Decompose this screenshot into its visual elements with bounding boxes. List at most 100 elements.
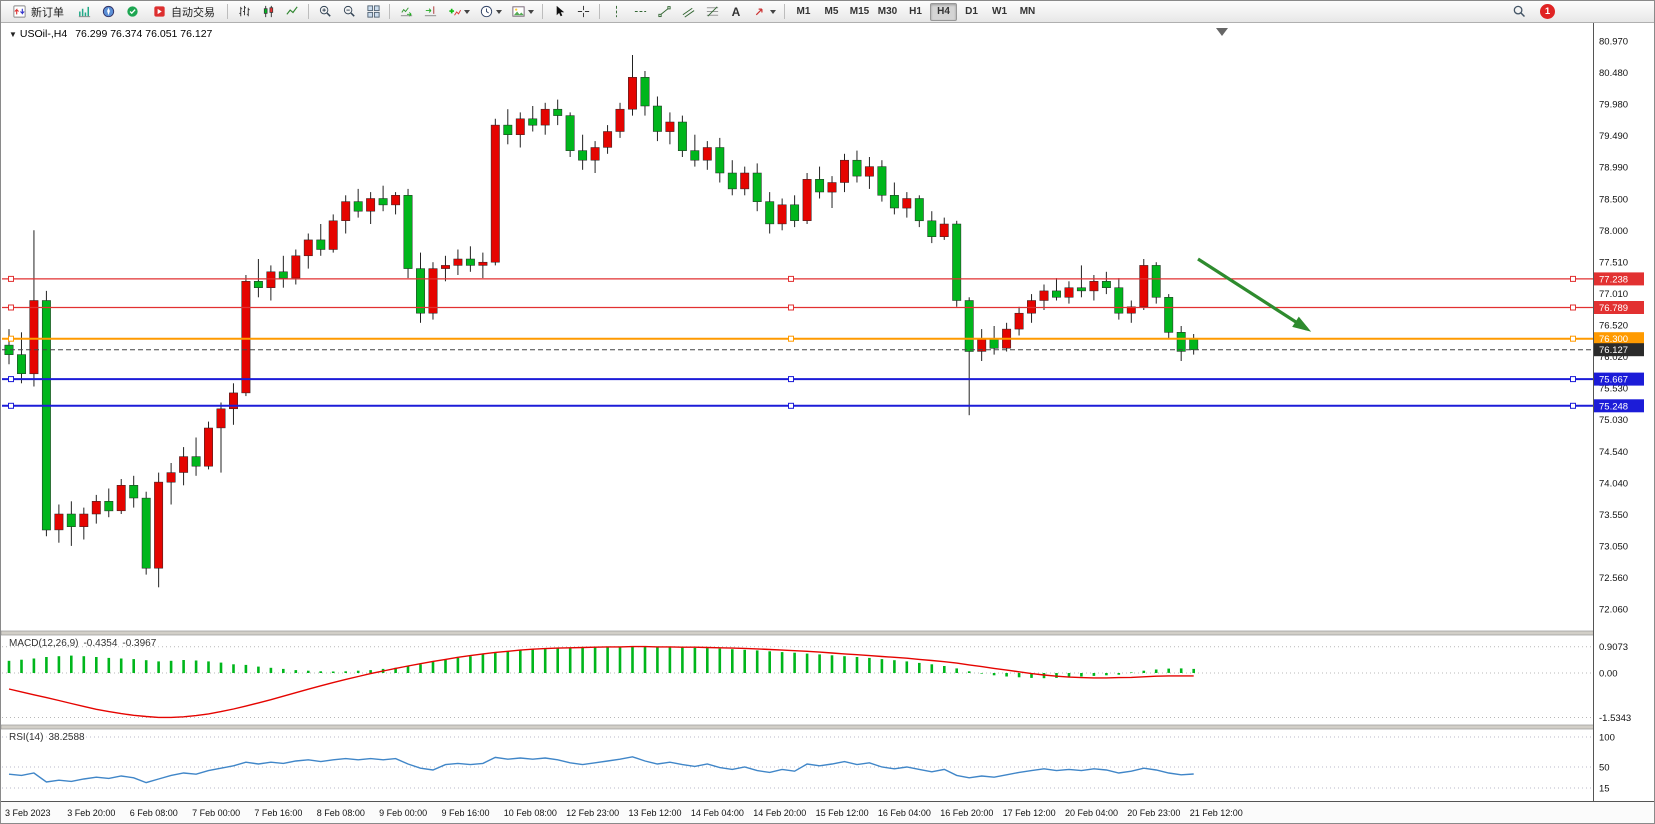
navigator-button[interactable]: [97, 2, 119, 22]
timeframe-m5-button[interactable]: M5: [818, 3, 845, 21]
svg-text:72.060: 72.060: [1599, 605, 1628, 616]
new-order-button[interactable]: 新订单: [5, 2, 71, 22]
timeframe-mn-button[interactable]: MN: [1014, 3, 1041, 21]
candlestick-chart-button[interactable]: [257, 2, 279, 22]
indicators-button[interactable]: [443, 2, 473, 22]
timeframe-d1-button[interactable]: D1: [958, 3, 985, 21]
line-chart-button[interactable]: [281, 2, 303, 22]
time-axis[interactable]: 3 Feb 2023 3 Feb 20:00 6 Feb 08:00 7 Feb 00…: [1, 801, 1655, 824]
svg-text:79.980: 79.980: [1599, 100, 1628, 111]
svg-text:8 Feb 08:00: 8 Feb 08:00: [317, 808, 365, 818]
svg-text:78.000: 78.000: [1599, 226, 1628, 237]
vertical-line-icon: [615, 5, 617, 18]
svg-text:72.560: 72.560: [1599, 573, 1628, 584]
horizontal-lines-layer[interactable]: [2, 275, 1593, 409]
new-order-icon: [13, 5, 26, 18]
new-order-label: 新订单: [31, 6, 64, 19]
autotrading-button[interactable]: 自动交易: [145, 2, 222, 22]
timeframe-m30-button[interactable]: M30: [874, 3, 901, 21]
navigator-icon: [102, 5, 114, 18]
svg-text:0.00: 0.00: [1599, 669, 1618, 680]
svg-text:78.990: 78.990: [1599, 163, 1628, 174]
autotrading-icon: [154, 6, 165, 17]
svg-text:76.789: 76.789: [1599, 303, 1628, 314]
main-toolbar: 新订单 自动交易: [1, 1, 1654, 23]
price-level-badge: 77.238: [1594, 272, 1644, 286]
arrows-tool-button[interactable]: [749, 2, 779, 22]
toolbar-separator: [389, 4, 390, 19]
bar-chart-button[interactable]: [233, 2, 255, 22]
timeframe-h4-button[interactable]: H4: [930, 2, 957, 21]
price-axis[interactable]: 80.970 80.480 79.980 79.490 78.990 78.500 78.0…: [1593, 23, 1655, 801]
svg-text:77.010: 77.010: [1599, 289, 1628, 300]
fibonacci-tool-button[interactable]: [701, 2, 723, 22]
toolbar-separator: [308, 4, 309, 19]
market-watch-icon: [78, 6, 90, 18]
search-button[interactable]: [1508, 2, 1530, 22]
price-level-badge: 76.789: [1594, 301, 1644, 314]
chevron-down-icon: [527, 9, 534, 14]
cursor-button[interactable]: [548, 2, 570, 22]
panel-divider[interactable]: [1, 630, 1655, 730]
auto-scroll-button[interactable]: [395, 2, 417, 22]
svg-text:80.970: 80.970: [1599, 37, 1628, 48]
periods-button[interactable]: [475, 2, 505, 22]
macd-panel[interactable]: [2, 645, 1593, 719]
trendline-tool-button[interactable]: [653, 2, 675, 22]
notification-badge[interactable]: 1: [1540, 4, 1555, 19]
svg-text:7 Feb 00:00: 7 Feb 00:00: [192, 808, 240, 818]
terminal-icon: [126, 6, 138, 17]
templates-button[interactable]: [507, 2, 537, 22]
market-watch-button[interactable]: [73, 2, 95, 22]
svg-text:74.540: 74.540: [1599, 447, 1628, 458]
timeframe-w1-button[interactable]: W1: [986, 3, 1013, 21]
svg-text:16 Feb 04:00: 16 Feb 04:00: [878, 808, 931, 818]
svg-text:10 Feb 08:00: 10 Feb 08:00: [504, 808, 557, 818]
svg-text:3 Feb 20:00: 3 Feb 20:00: [67, 808, 115, 818]
svg-text:16 Feb 20:00: 16 Feb 20:00: [940, 808, 993, 818]
svg-text:21 Feb 12:00: 21 Feb 12:00: [1190, 808, 1243, 818]
bar-chart-icon: [238, 5, 250, 17]
zoom-in-button[interactable]: [314, 2, 336, 22]
channel-tool-button[interactable]: [677, 2, 699, 22]
tile-windows-icon: [366, 5, 380, 18]
svg-text:14 Feb 20:00: 14 Feb 20:00: [753, 808, 806, 818]
chart-shift-button[interactable]: [419, 2, 441, 22]
horizontal-line-tool-button[interactable]: [629, 2, 651, 22]
svg-text:74.040: 74.040: [1599, 478, 1628, 489]
toolbar-right-group: 1: [1508, 2, 1555, 22]
crosshair-icon: [577, 5, 589, 18]
svg-text:75.248: 75.248: [1599, 401, 1628, 412]
svg-text:6 Feb 08:00: 6 Feb 08:00: [130, 808, 178, 818]
vertical-line-tool-button[interactable]: [605, 2, 627, 22]
timeframe-m15-button[interactable]: M15: [846, 3, 873, 21]
rsi-panel[interactable]: [2, 736, 1593, 789]
svg-text:17 Feb 12:00: 17 Feb 12:00: [1003, 808, 1056, 818]
svg-text:9 Feb 16:00: 9 Feb 16:00: [442, 808, 490, 818]
template-image-icon: [511, 6, 525, 17]
arrow-shape-icon: [755, 8, 763, 16]
timeframe-m1-button[interactable]: M1: [790, 3, 817, 21]
chart-canvas[interactable]: 80.970 80.480 79.980 79.490 78.990 78.500 78.0…: [1, 23, 1655, 824]
tile-windows-button[interactable]: [362, 2, 384, 22]
svg-text:78.500: 78.500: [1599, 194, 1628, 205]
toolbar-separator: [542, 4, 543, 19]
svg-text:7 Feb 16:00: 7 Feb 16:00: [254, 808, 302, 818]
svg-text:76.520: 76.520: [1599, 321, 1628, 332]
zoom-out-button[interactable]: [338, 2, 360, 22]
svg-text:77.238: 77.238: [1599, 274, 1628, 285]
chart-shift-icon: [424, 6, 436, 17]
timeframe-h1-button[interactable]: H1: [902, 3, 929, 21]
text-tool-button[interactable]: A: [731, 4, 741, 19]
chart-background[interactable]: [1, 23, 1655, 824]
terminal-button[interactable]: [121, 2, 143, 22]
svg-text:75.530: 75.530: [1599, 384, 1628, 395]
svg-text:9 Feb 00:00: 9 Feb 00:00: [379, 808, 427, 818]
crosshair-button[interactable]: [572, 2, 594, 22]
chevron-down-icon: [769, 9, 776, 14]
price-level-badge: 75.248: [1594, 399, 1644, 413]
svg-text:0.9073: 0.9073: [1599, 642, 1628, 653]
trend-arrow-object[interactable]: [1197, 257, 1312, 332]
svg-text:15: 15: [1599, 784, 1610, 795]
toolbar-separator: [599, 4, 600, 19]
